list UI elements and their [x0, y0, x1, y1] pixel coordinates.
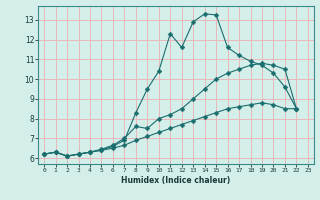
X-axis label: Humidex (Indice chaleur): Humidex (Indice chaleur) — [121, 176, 231, 185]
